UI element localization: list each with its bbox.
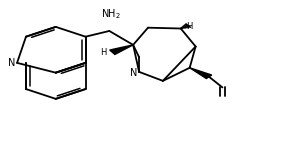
Text: N: N xyxy=(130,68,137,78)
Text: H: H xyxy=(186,22,193,31)
Polygon shape xyxy=(110,45,133,54)
Polygon shape xyxy=(190,68,212,79)
Text: N: N xyxy=(8,58,16,68)
Text: H: H xyxy=(100,48,106,57)
Text: NH$_2$: NH$_2$ xyxy=(101,7,121,21)
